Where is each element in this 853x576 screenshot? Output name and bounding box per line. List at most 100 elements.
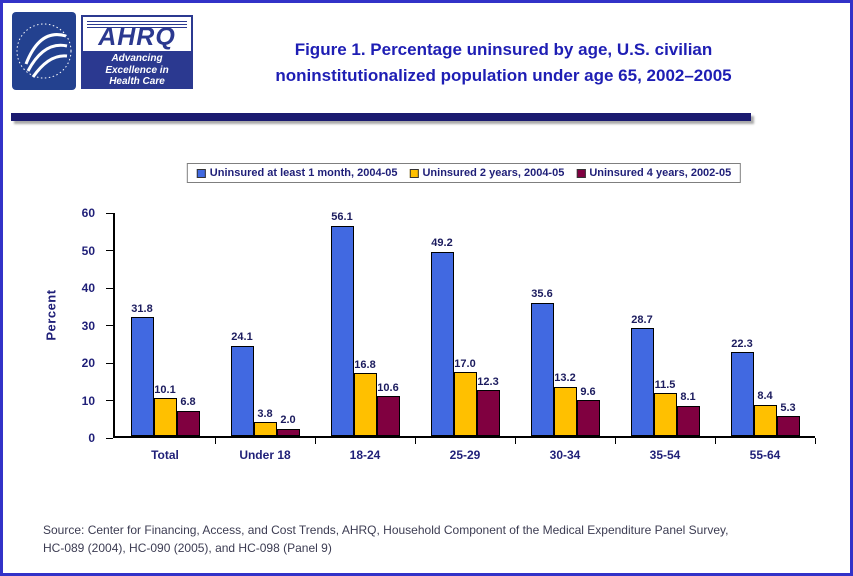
bar-column: 11.5 bbox=[653, 378, 677, 436]
bar-column: 3.8 bbox=[253, 407, 277, 436]
legend-item: Uninsured 4 years, 2002-05 bbox=[576, 167, 731, 179]
bar-value-label: 8.4 bbox=[757, 390, 773, 403]
bar-value-label: 13.2 bbox=[554, 372, 576, 385]
bar bbox=[753, 404, 777, 436]
y-tick-mark bbox=[106, 362, 113, 364]
bar-column: 2.0 bbox=[276, 414, 300, 436]
source-note-line-1: Source: Center for Financing, Access, an… bbox=[43, 523, 729, 537]
bar-column: 10.6 bbox=[376, 382, 400, 436]
bar-column: 9.6 bbox=[576, 386, 600, 436]
chart-legend: Uninsured at least 1 month, 2004-05 Unins… bbox=[186, 163, 742, 183]
x-category-label: 30-34 bbox=[549, 448, 581, 462]
ahrq-logo: AHRQ Advancing Excellence in Health Care bbox=[81, 15, 193, 89]
y-axis-label: Percent bbox=[43, 289, 59, 341]
y-tick-label: 30 bbox=[81, 318, 95, 333]
bar bbox=[330, 225, 354, 436]
bar bbox=[253, 421, 277, 436]
legend-label: Uninsured 2 years, 2004-05 bbox=[422, 167, 565, 179]
y-tick-label: 10 bbox=[81, 393, 95, 408]
bar-column: 35.6 bbox=[530, 288, 554, 436]
bar-value-label: 17.0 bbox=[454, 358, 476, 371]
legend-item: Uninsured 2 years, 2004-05 bbox=[409, 167, 564, 179]
legend-swatch bbox=[576, 168, 586, 178]
bar-value-label: 31.8 bbox=[131, 302, 153, 315]
y-tick-label: 20 bbox=[81, 356, 95, 370]
bar-value-label: 8.1 bbox=[680, 391, 696, 404]
bar bbox=[230, 345, 254, 436]
ahrq-acronym: AHRQ bbox=[98, 22, 176, 51]
bar bbox=[530, 302, 554, 436]
bar bbox=[630, 328, 654, 436]
x-category-label: 18-24 bbox=[349, 448, 381, 462]
y-tick-label: 50 bbox=[81, 243, 95, 258]
bar bbox=[776, 416, 800, 436]
bar-group: 56.1 16.8 10.6 18-24 bbox=[315, 211, 416, 462]
bar-value-label: 11.5 bbox=[654, 378, 676, 391]
ahrq-tagline-line: Advancing bbox=[111, 53, 163, 65]
x-category-label: 25-29 bbox=[449, 448, 481, 462]
bar bbox=[153, 398, 177, 436]
y-tick-mark bbox=[106, 437, 113, 439]
legend-label: Uninsured 4 years, 2002-05 bbox=[589, 167, 732, 179]
bar bbox=[176, 410, 200, 436]
bar-group: 49.2 17.0 12.3 25-29 bbox=[415, 213, 516, 462]
bar bbox=[276, 428, 300, 436]
y-tick-label: 60 bbox=[81, 206, 95, 220]
bar-value-label: 22.3 bbox=[731, 338, 753, 351]
bar bbox=[453, 372, 477, 436]
page-title-line-2: noninstitutionalized population under ag… bbox=[275, 65, 732, 85]
bar-value-label: 3.8 bbox=[257, 407, 273, 420]
ahrq-logo-top: AHRQ bbox=[83, 17, 191, 51]
bar-column: 16.8 bbox=[353, 359, 377, 436]
bar-column: 31.8 bbox=[130, 302, 154, 436]
y-tick-mark bbox=[106, 287, 113, 289]
bar-group: 28.7 11.5 8.1 35-54 bbox=[615, 213, 716, 462]
x-category-label: Total bbox=[151, 448, 179, 462]
x-category-label: Under 18 bbox=[239, 448, 291, 462]
y-tick-mark bbox=[106, 212, 113, 214]
legend-swatch bbox=[409, 168, 419, 178]
y-tick-mark bbox=[106, 400, 113, 401]
bar-series-container: 31.8 10.1 6.8 Total 24.1 3.8 2.0 Under 18 56.1 16… bbox=[115, 211, 816, 462]
bar-value-label: 28.7 bbox=[631, 314, 653, 327]
bar-group: 31.8 10.1 6.8 Total bbox=[115, 213, 216, 462]
bar-value-label: 10.6 bbox=[377, 382, 399, 395]
legend-label: Uninsured at least 1 month, 2004-05 bbox=[209, 167, 398, 179]
bar-value-label: 56.1 bbox=[331, 211, 353, 224]
page-title-line-1: Figure 1. Percentage uninsured by age, U… bbox=[294, 40, 713, 59]
source-note-line-2: HC-089 (2004), HC-090 (2005), and HC-098… bbox=[43, 541, 332, 555]
bar bbox=[476, 389, 500, 436]
y-tick-label: 0 bbox=[88, 431, 95, 445]
hhs-seal-icon bbox=[12, 12, 76, 90]
ahrq-tagline-line: Excellence in bbox=[105, 64, 169, 76]
header-divider bbox=[11, 113, 751, 121]
bar-column: 8.4 bbox=[753, 390, 777, 436]
source-note: Source: Center for Financing, Access, an… bbox=[43, 521, 820, 557]
bar-column: 12.3 bbox=[476, 375, 500, 436]
x-category-label: 35-54 bbox=[649, 448, 681, 462]
bar-column: 5.3 bbox=[776, 402, 800, 436]
y-tick-label: 40 bbox=[81, 281, 95, 295]
legend-swatch bbox=[196, 168, 206, 178]
bar-column: 13.2 bbox=[553, 372, 577, 436]
bar-group: 22.3 8.4 5.3 55-64 bbox=[715, 213, 816, 462]
bar-column: 56.1 bbox=[330, 211, 354, 436]
legend-item: Uninsured at least 1 month, 2004-05 bbox=[196, 167, 398, 179]
bar-column: 28.7 bbox=[630, 314, 654, 436]
bar-group: 35.6 13.2 9.6 30-34 bbox=[515, 213, 616, 462]
bar bbox=[553, 386, 577, 436]
bar-value-label: 6.8 bbox=[180, 396, 196, 409]
ahrq-tagline-line: Health Care bbox=[109, 75, 165, 87]
bar-value-label: 35.6 bbox=[531, 288, 553, 301]
bar-column: 8.1 bbox=[676, 391, 700, 436]
bar bbox=[730, 352, 754, 436]
y-tick-mark bbox=[106, 250, 113, 251]
bar-column: 17.0 bbox=[453, 358, 477, 436]
ahrq-tagline: Advancing Excellence in Health Care bbox=[83, 51, 191, 87]
bar-value-label: 24.1 bbox=[231, 331, 253, 344]
bar-value-label: 12.3 bbox=[477, 375, 499, 388]
bar bbox=[653, 392, 677, 436]
bar-value-label: 2.0 bbox=[280, 414, 296, 427]
bar bbox=[130, 316, 154, 436]
